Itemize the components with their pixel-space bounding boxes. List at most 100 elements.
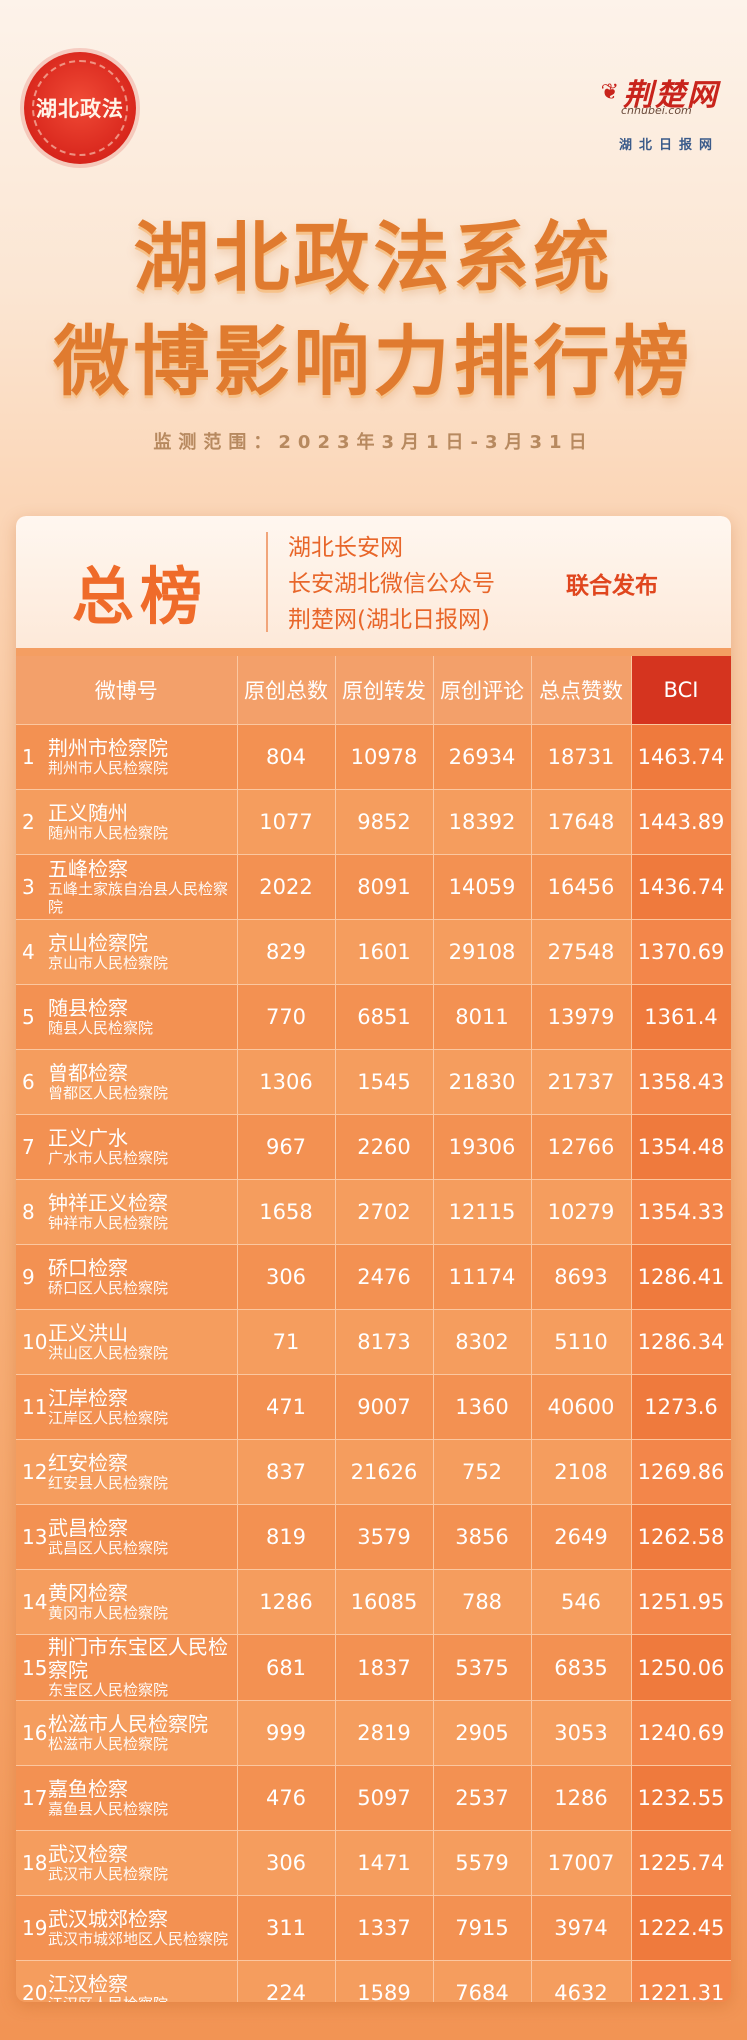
original-repost-cell: 1589 bbox=[335, 1960, 434, 2002]
rank-cell: 18 bbox=[16, 1830, 48, 1896]
rank-cell: 2 bbox=[16, 789, 48, 855]
bci-cell: 1222.45 bbox=[631, 1895, 731, 1961]
account-name: 江汉检察 bbox=[48, 1972, 128, 1997]
total-likes-cell: 8693 bbox=[531, 1244, 632, 1310]
original-repost-cell: 8091 bbox=[335, 854, 434, 920]
original-comment-cell: 26934 bbox=[433, 724, 532, 790]
original-total-cell: 71 bbox=[237, 1309, 336, 1375]
original-total-cell: 1077 bbox=[237, 789, 336, 855]
publisher-item: 荆楚网(湖北日报网) bbox=[288, 607, 490, 633]
original-comment-cell: 19306 bbox=[433, 1114, 532, 1180]
panel-heading: 总榜 bbox=[72, 560, 209, 633]
original-comment-cell: 788 bbox=[433, 1569, 532, 1635]
original-comment-cell: 7915 bbox=[433, 1895, 532, 1961]
original-comment-cell: 7684 bbox=[433, 1960, 532, 2002]
publisher-item: 长安湖北微信公众号 bbox=[288, 571, 495, 597]
table-row: 20江汉检察江汉区人民检察院2241589768446321221.31 bbox=[16, 1960, 731, 2002]
rank-cell: 8 bbox=[16, 1179, 48, 1245]
total-likes-cell: 2649 bbox=[531, 1504, 632, 1570]
account-cell: 荆州市检察院 荆州市人民检察院 bbox=[48, 724, 238, 790]
table-row: 12 红安检察 红安县人民检察院 837 21626 752 2108 1269.86 bbox=[16, 1439, 731, 1505]
column-header: 总点赞数 bbox=[531, 656, 632, 725]
total-likes-cell: 546 bbox=[531, 1569, 632, 1635]
rank-cell: 11 bbox=[16, 1374, 48, 1440]
original-total-cell: 224 bbox=[237, 1960, 336, 2002]
table-row: 3 五峰检察 五峰土家族自治县人民检察院 2022 8091 14059 16456 1436… bbox=[16, 854, 731, 920]
monitoring-period: 监测范围：2023年3月1日-3月31日 bbox=[153, 432, 594, 453]
original-comment-cell: 1360 bbox=[433, 1374, 532, 1440]
account-cell: 荆门市东宝区人民检察院 东宝区人民检察院 bbox=[48, 1633, 238, 1701]
account-cell: 武昌检察 武昌区人民检察院 bbox=[48, 1504, 238, 1570]
joint-release-label: 联合发布 bbox=[566, 573, 658, 599]
total-likes-cell: 21737 bbox=[531, 1049, 632, 1115]
table-row: 18 武汉检察 武汉市人民检察院 306 1471 5579 17007 1225.74 bbox=[16, 1830, 731, 1896]
cnhubei-brand-logo: ❦ 荆楚网 cnhubei.com 湖北日报网 bbox=[569, 70, 719, 153]
bci-cell: 1443.89 bbox=[631, 789, 731, 855]
ranking-table: 微博号 原创总数 原创转发 原创评论 总点赞数 BCI 1 荆州市检察院 荆州市人民… bbox=[16, 656, 731, 2002]
account-cell: 江汉检察江汉区人民检察院 bbox=[48, 1960, 238, 2002]
ranking-panel: 总榜 湖北长安网 长安湖北微信公众号 荆楚网(湖北日报网) 联合发布 微博号 原… bbox=[16, 516, 731, 2002]
original-total-cell: 837 bbox=[237, 1439, 336, 1505]
bci-cell: 1221.31 bbox=[631, 1960, 731, 2002]
account-name: 武汉检察 bbox=[48, 1842, 128, 1867]
account-name: 五峰检察 bbox=[48, 857, 128, 882]
original-repost-cell: 1471 bbox=[335, 1830, 434, 1896]
account-org: 京山市人民检察院 bbox=[48, 953, 169, 972]
bci-cell: 1354.33 bbox=[631, 1179, 731, 1245]
original-repost-cell: 6851 bbox=[335, 984, 434, 1050]
account-org: 东宝区人民检察院 bbox=[48, 1681, 169, 1699]
original-comment-cell: 18392 bbox=[433, 789, 532, 855]
original-comment-cell: 29108 bbox=[433, 919, 532, 985]
original-repost-cell: 16085 bbox=[335, 1569, 434, 1635]
account-name: 荆州市检察院 bbox=[48, 735, 168, 760]
account-name: 武昌检察 bbox=[48, 1515, 128, 1540]
original-repost-cell: 10978 bbox=[335, 724, 434, 790]
account-org: 江汉区人民检察院 bbox=[48, 1995, 236, 2002]
account-org: 钟祥市人民检察院 bbox=[48, 1213, 169, 1232]
original-total-cell: 967 bbox=[237, 1114, 336, 1180]
original-total-cell: 829 bbox=[237, 919, 336, 985]
bci-cell: 1225.74 bbox=[631, 1830, 731, 1896]
original-repost-cell: 2819 bbox=[335, 1700, 434, 1766]
rank-cell: 20 bbox=[16, 1960, 48, 2002]
original-comment-cell: 14059 bbox=[433, 854, 532, 920]
table-row: 13 武昌检察 武昌区人民检察院 819 3579 3856 2649 1262.58 bbox=[16, 1504, 731, 1570]
account-org: 红安县人民检察院 bbox=[48, 1473, 169, 1492]
original-total-cell: 999 bbox=[237, 1700, 336, 1766]
total-likes-cell: 17007 bbox=[531, 1830, 632, 1896]
rank-cell: 7 bbox=[16, 1114, 48, 1180]
table-row: 15 荆门市东宝区人民检察院 东宝区人民检察院 681 1837 5375 6835 1250… bbox=[16, 1633, 731, 1701]
total-likes-cell: 18731 bbox=[531, 724, 632, 790]
original-repost-cell: 1601 bbox=[335, 919, 434, 985]
original-total-cell: 819 bbox=[237, 1504, 336, 1570]
account-name: 京山检察院 bbox=[48, 930, 148, 955]
original-comment-cell: 8011 bbox=[433, 984, 532, 1050]
column-header: 原创转发 bbox=[335, 656, 434, 725]
account-org: 武昌区人民检察院 bbox=[48, 1538, 169, 1557]
column-header: 原创评论 bbox=[433, 656, 532, 725]
brand-logo-text: 荆楚网 bbox=[623, 78, 719, 113]
bci-cell: 1232.55 bbox=[631, 1765, 731, 1831]
total-likes-cell: 16456 bbox=[531, 854, 632, 920]
table-row: 4 京山检察院 京山市人民检察院 829 1601 29108 27548 1370.69 bbox=[16, 919, 731, 985]
account-org: 江岸区人民检察院 bbox=[48, 1408, 169, 1427]
table-row: 1 荆州市检察院 荆州市人民检察院 804 10978 26934 18731 1463.74 bbox=[16, 724, 731, 790]
bird-icon: ❦ bbox=[600, 79, 619, 105]
account-name: 黄冈检察 bbox=[48, 1580, 128, 1605]
account-name: 荆门市东宝区人民检察院 bbox=[48, 1635, 228, 1682]
account-org: 随州市人民检察院 bbox=[48, 823, 169, 842]
bci-cell: 1251.95 bbox=[631, 1569, 731, 1635]
original-total-cell: 681 bbox=[237, 1633, 336, 1701]
account-cell: 硚口检察 硚口区人民检察院 bbox=[48, 1244, 238, 1310]
table-row: 17 嘉鱼检察 嘉鱼县人民检察院 476 5097 2537 1286 1232.55 bbox=[16, 1765, 731, 1831]
original-repost-cell: 21626 bbox=[335, 1439, 434, 1505]
original-total-cell: 311 bbox=[237, 1895, 336, 1961]
bci-cell: 1240.69 bbox=[631, 1700, 731, 1766]
account-org: 松滋市人民检察院 bbox=[48, 1735, 169, 1754]
rank-cell: 13 bbox=[16, 1504, 48, 1570]
bci-cell: 1286.34 bbox=[631, 1309, 731, 1375]
account-org: 硚口区人民检察院 bbox=[48, 1278, 169, 1297]
original-repost-cell: 2702 bbox=[335, 1179, 434, 1245]
original-comment-cell: 5375 bbox=[433, 1633, 532, 1701]
rank-cell: 5 bbox=[16, 984, 48, 1050]
